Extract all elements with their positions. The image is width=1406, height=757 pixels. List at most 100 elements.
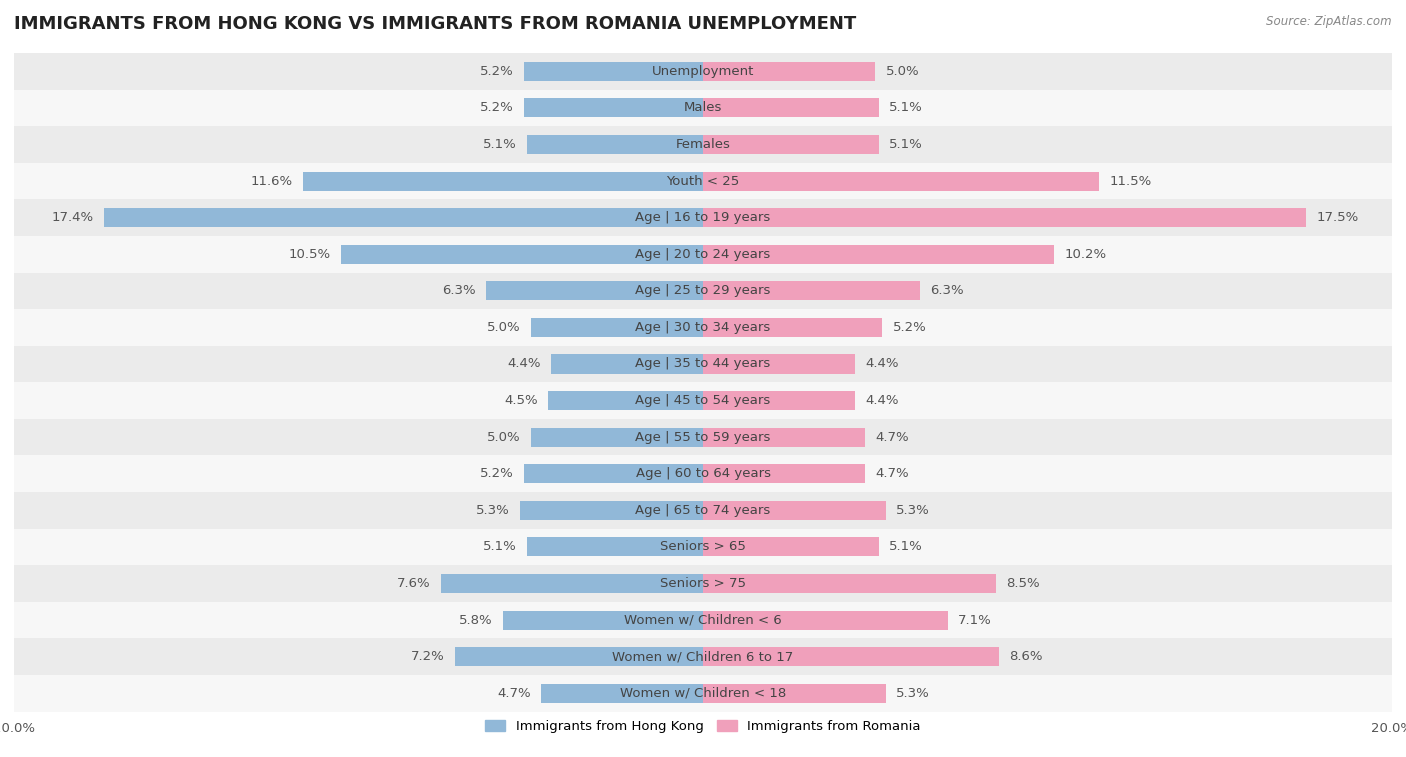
Text: 4.4%: 4.4% <box>865 394 898 407</box>
Bar <box>14 53 1392 89</box>
Bar <box>14 199 1392 236</box>
Text: Youth < 25: Youth < 25 <box>666 175 740 188</box>
Bar <box>524 62 703 81</box>
Text: 4.4%: 4.4% <box>865 357 898 370</box>
Bar <box>703 501 886 520</box>
Bar <box>548 391 703 410</box>
Bar <box>14 309 1392 346</box>
Text: Seniors > 75: Seniors > 75 <box>659 577 747 590</box>
Text: 10.2%: 10.2% <box>1064 248 1107 260</box>
Text: 7.2%: 7.2% <box>411 650 444 663</box>
Text: Age | 45 to 54 years: Age | 45 to 54 years <box>636 394 770 407</box>
Bar <box>342 245 703 263</box>
Text: 5.1%: 5.1% <box>889 540 922 553</box>
Text: 5.0%: 5.0% <box>886 65 920 78</box>
Text: 5.3%: 5.3% <box>477 504 510 517</box>
Text: Source: ZipAtlas.com: Source: ZipAtlas.com <box>1267 15 1392 28</box>
Bar <box>14 382 1392 419</box>
Bar <box>703 208 1306 227</box>
Bar <box>503 611 703 630</box>
Bar <box>703 135 879 154</box>
Bar <box>456 647 703 666</box>
Text: 4.4%: 4.4% <box>508 357 541 370</box>
Bar <box>14 89 1392 126</box>
Bar <box>531 428 703 447</box>
Text: 6.3%: 6.3% <box>931 285 965 298</box>
Bar <box>14 126 1392 163</box>
Text: Unemployment: Unemployment <box>652 65 754 78</box>
Bar <box>703 245 1054 263</box>
Bar <box>524 464 703 483</box>
Bar <box>14 492 1392 528</box>
Bar <box>703 684 886 702</box>
Text: Women w/ Children 6 to 17: Women w/ Children 6 to 17 <box>613 650 793 663</box>
Text: 5.3%: 5.3% <box>896 687 929 699</box>
Bar <box>703 464 865 483</box>
Text: 17.5%: 17.5% <box>1316 211 1358 224</box>
Bar <box>703 647 1000 666</box>
Text: 5.1%: 5.1% <box>484 540 517 553</box>
Text: 5.2%: 5.2% <box>479 65 513 78</box>
Text: 11.5%: 11.5% <box>1109 175 1152 188</box>
Text: 10.5%: 10.5% <box>288 248 330 260</box>
Text: 4.5%: 4.5% <box>503 394 537 407</box>
Bar <box>14 346 1392 382</box>
Text: 5.1%: 5.1% <box>484 138 517 151</box>
Bar <box>441 574 703 593</box>
Bar <box>14 675 1392 712</box>
Text: IMMIGRANTS FROM HONG KONG VS IMMIGRANTS FROM ROMANIA UNEMPLOYMENT: IMMIGRANTS FROM HONG KONG VS IMMIGRANTS … <box>14 15 856 33</box>
Text: 8.6%: 8.6% <box>1010 650 1043 663</box>
Text: 5.1%: 5.1% <box>889 101 922 114</box>
Text: Age | 25 to 29 years: Age | 25 to 29 years <box>636 285 770 298</box>
Text: Males: Males <box>683 101 723 114</box>
Bar <box>304 172 703 191</box>
Bar <box>14 602 1392 638</box>
Text: 11.6%: 11.6% <box>250 175 292 188</box>
Bar <box>703 611 948 630</box>
Text: Age | 30 to 34 years: Age | 30 to 34 years <box>636 321 770 334</box>
Text: 5.1%: 5.1% <box>889 138 922 151</box>
Text: 17.4%: 17.4% <box>51 211 93 224</box>
Bar <box>520 501 703 520</box>
Bar <box>703 62 875 81</box>
Text: 5.0%: 5.0% <box>486 321 520 334</box>
Bar <box>527 135 703 154</box>
Text: 6.3%: 6.3% <box>441 285 475 298</box>
Text: Women w/ Children < 18: Women w/ Children < 18 <box>620 687 786 699</box>
Text: Females: Females <box>675 138 731 151</box>
Text: 8.5%: 8.5% <box>1007 577 1040 590</box>
Text: Age | 65 to 74 years: Age | 65 to 74 years <box>636 504 770 517</box>
Text: 5.3%: 5.3% <box>896 504 929 517</box>
Text: 5.0%: 5.0% <box>486 431 520 444</box>
Legend: Immigrants from Hong Kong, Immigrants from Romania: Immigrants from Hong Kong, Immigrants fr… <box>479 715 927 738</box>
Bar <box>14 456 1392 492</box>
Bar <box>703 428 865 447</box>
Text: Age | 60 to 64 years: Age | 60 to 64 years <box>636 467 770 480</box>
Bar <box>104 208 703 227</box>
Bar <box>703 354 855 373</box>
Bar <box>703 537 879 556</box>
Text: 5.2%: 5.2% <box>479 101 513 114</box>
Bar <box>524 98 703 117</box>
Text: Women w/ Children < 6: Women w/ Children < 6 <box>624 614 782 627</box>
Bar <box>14 163 1392 199</box>
Text: 4.7%: 4.7% <box>498 687 531 699</box>
Bar <box>703 574 995 593</box>
Text: 5.2%: 5.2% <box>479 467 513 480</box>
Text: Age | 35 to 44 years: Age | 35 to 44 years <box>636 357 770 370</box>
Text: Age | 55 to 59 years: Age | 55 to 59 years <box>636 431 770 444</box>
Text: Age | 16 to 19 years: Age | 16 to 19 years <box>636 211 770 224</box>
Bar <box>14 419 1392 456</box>
Bar <box>703 98 879 117</box>
Bar <box>14 236 1392 273</box>
Text: 7.1%: 7.1% <box>957 614 991 627</box>
Bar <box>14 638 1392 675</box>
Bar <box>486 282 703 301</box>
Text: Age | 20 to 24 years: Age | 20 to 24 years <box>636 248 770 260</box>
Bar <box>703 282 920 301</box>
Bar <box>14 565 1392 602</box>
Text: 5.2%: 5.2% <box>893 321 927 334</box>
Bar <box>527 537 703 556</box>
Text: 4.7%: 4.7% <box>875 431 908 444</box>
Bar <box>703 391 855 410</box>
